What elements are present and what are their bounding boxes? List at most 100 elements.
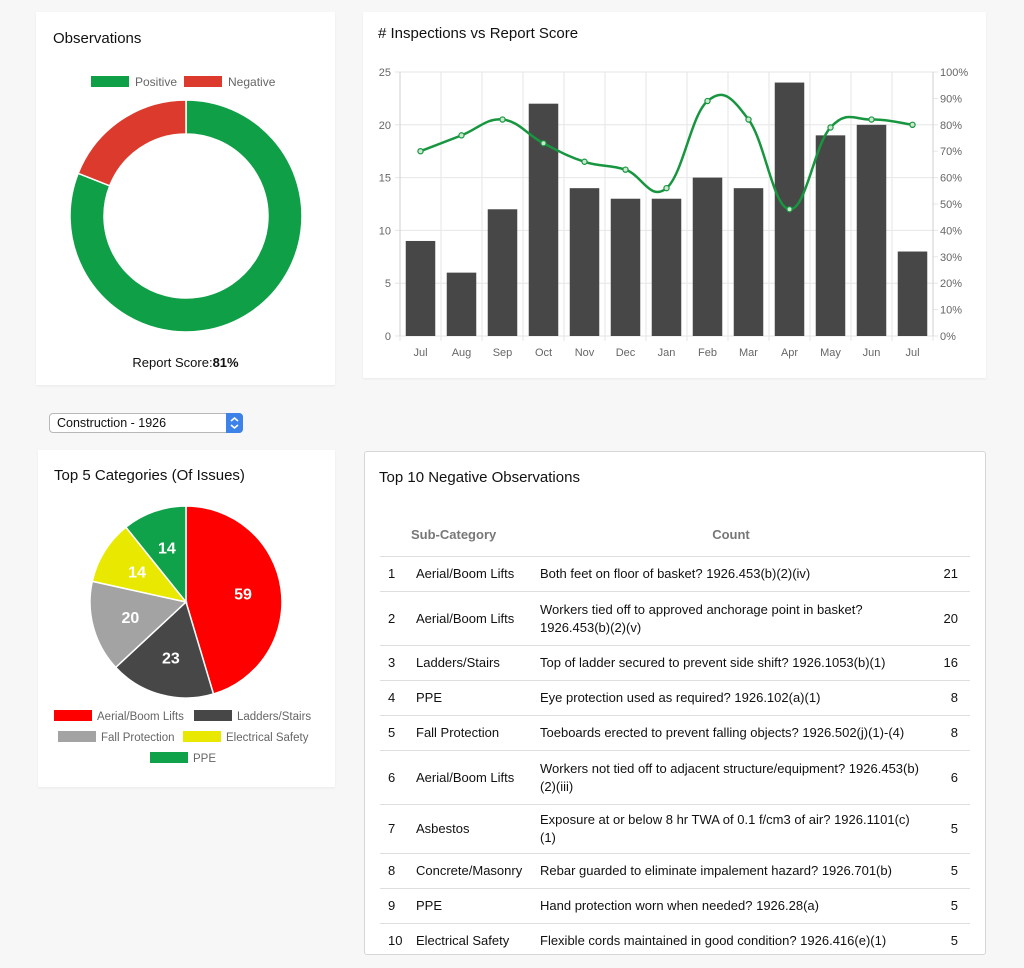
report-score-point[interactable]	[458, 132, 465, 139]
pie-slice-value-label: 23	[162, 651, 180, 668]
x-axis-tick-label: Sep	[493, 347, 513, 359]
top-categories-panel: Top 5 Categories (Of Issues) 59 23 20 14 14 A…	[38, 450, 335, 787]
x-axis-tick-label: Jan	[658, 347, 676, 359]
row-count: 8	[928, 680, 970, 716]
report-score-point[interactable]	[827, 124, 834, 131]
row-count: 6	[928, 750, 970, 805]
row-count: 20	[928, 591, 970, 646]
report-score-point[interactable]	[868, 116, 875, 123]
svg-text:Aerial/Boom Lifts: Aerial/Boom Lifts	[97, 711, 184, 723]
pie-slice-value-label: 14	[128, 565, 146, 582]
inspections-bar[interactable]	[446, 272, 477, 336]
inspections-bar[interactable]	[651, 198, 682, 336]
row-sub-category: Ladders/Stairs	[410, 645, 534, 681]
pie-slice[interactable]	[89, 580, 188, 669]
y-axis-tick-label: 5	[385, 278, 391, 290]
report-score-point[interactable]	[540, 140, 547, 147]
y2-axis-tick-label: 90%	[940, 93, 962, 105]
inspections-bar[interactable]	[856, 124, 887, 336]
row-index: 8	[380, 853, 410, 889]
pie-legend-item[interactable]: Electrical Safety	[183, 731, 309, 744]
x-axis-tick-label: Jul	[905, 347, 919, 359]
negatives-table: Sub-Category Count 1 Aerial/Boom Lifts Bot…	[380, 512, 970, 958]
row-description: Toeboards erected to prevent falling obj…	[534, 715, 928, 751]
table-row[interactable]: 7 Asbestos Exposure at or below 8 hr TWA o…	[380, 804, 970, 854]
row-description: Rebar guarded to eliminate impalement ha…	[534, 853, 928, 889]
report-score-point[interactable]	[745, 116, 752, 123]
legend-item-positive[interactable]: Positive	[91, 75, 177, 89]
svg-text:Positive: Positive	[135, 75, 177, 89]
row-index: 9	[380, 888, 410, 924]
row-count: 5	[928, 804, 970, 854]
row-count: 8	[928, 715, 970, 751]
row-sub-category: PPE	[410, 680, 534, 716]
pie-legend-item[interactable]: Ladders/Stairs	[194, 710, 311, 723]
pie-slice[interactable]	[185, 505, 283, 695]
row-sub-category: Fall Protection	[410, 715, 534, 751]
row-index: 2	[380, 591, 410, 646]
report-score-point[interactable]	[581, 158, 588, 165]
svg-text:Electrical Safety: Electrical Safety	[226, 732, 309, 744]
select-arrows-icon[interactable]	[226, 413, 243, 433]
inspections-bar[interactable]	[610, 198, 641, 336]
y-axis-tick-label: 25	[379, 67, 391, 79]
inspections-bar[interactable]	[692, 177, 723, 336]
report-score-point[interactable]	[622, 166, 629, 173]
report-score-point[interactable]	[704, 97, 711, 105]
row-description: Eye protection used as required? 1926.10…	[534, 680, 928, 716]
report-score-point[interactable]	[786, 206, 793, 213]
pie-slice-value-label: 20	[122, 610, 140, 627]
report-score-line	[420, 93, 913, 211]
legend-item-negative[interactable]: Negative	[184, 75, 276, 89]
report-score-point[interactable]	[417, 147, 424, 155]
pie-legend-item[interactable]: PPE	[150, 752, 216, 765]
header-sub-category[interactable]: Sub-Category	[410, 512, 534, 557]
y2-axis-tick-label: 70%	[940, 146, 962, 158]
header-count[interactable]: Count	[534, 512, 928, 557]
inspections-bar[interactable]	[897, 251, 928, 336]
y-axis-tick-label: 20	[379, 120, 391, 132]
inspections-bar[interactable]	[528, 103, 559, 337]
table-row[interactable]: 3 Ladders/Stairs Top of ladder secured to …	[380, 645, 970, 681]
row-index: 5	[380, 715, 410, 751]
report-score-point[interactable]	[663, 184, 670, 192]
observations-panel: Observations Positive Negative Report Sco…	[36, 12, 335, 385]
table-row[interactable]: 9 PPE Hand protection worn when needed? 19…	[380, 888, 970, 924]
y2-axis-tick-label: 80%	[940, 120, 962, 132]
row-description: Workers tied off to approved anchorage p…	[534, 591, 928, 646]
table-row[interactable]: 2 Aerial/Boom Lifts Workers tied off to ap…	[380, 591, 970, 646]
row-index: 10	[380, 923, 410, 958]
y2-axis-tick-label: 40%	[940, 225, 962, 237]
inspections-bar[interactable]	[405, 240, 436, 336]
report-score-label: Report Score:	[132, 355, 213, 370]
table-row[interactable]: 4 PPE Eye protection used as required? 192…	[380, 680, 970, 716]
table-row[interactable]: 1 Aerial/Boom Lifts Both feet on floor of …	[380, 556, 970, 592]
top-categories-title: Top 5 Categories (Of Issues)	[54, 467, 245, 484]
pie-slice-value-label: 14	[158, 541, 176, 558]
table-row[interactable]: 10 Electrical Safety Flexible cords mainta…	[380, 923, 970, 958]
inspections-bar[interactable]	[815, 135, 846, 336]
report-score-point[interactable]	[909, 121, 916, 129]
table-row[interactable]: 6 Aerial/Boom Lifts Workers not tied off t…	[380, 750, 970, 805]
pie-legend-item[interactable]: Aerial/Boom Lifts	[54, 710, 184, 723]
inspections-bar[interactable]	[569, 188, 600, 336]
row-count: 5	[928, 888, 970, 924]
standard-select[interactable]: Construction - 1926	[49, 413, 243, 433]
report-score-point[interactable]	[499, 116, 506, 123]
pie-slice[interactable]	[114, 600, 215, 699]
x-axis-tick-label: Feb	[698, 347, 717, 359]
top-categories-pie-chart: 59 23 20 14 14 Aerial/Boom Lifts Ladders/Stair…	[54, 505, 311, 765]
row-sub-category: Aerial/Boom Lifts	[410, 591, 534, 646]
y-axis-tick-label: 15	[379, 173, 391, 185]
inspections-bar[interactable]	[487, 209, 518, 336]
pie-legend-item[interactable]: Fall Protection	[58, 731, 175, 744]
row-count: 5	[928, 853, 970, 889]
doughnut-slice-negative[interactable]	[77, 99, 187, 187]
table-row[interactable]: 5 Fall Protection Toeboards erected to pre…	[380, 715, 970, 751]
x-axis-tick-label: Dec	[616, 347, 636, 359]
top-negative-observations-panel: Top 10 Negative Observations Sub-Categor…	[364, 451, 986, 958]
inspections-bar[interactable]	[733, 188, 764, 336]
pie-slice[interactable]	[124, 505, 187, 605]
table-row[interactable]: 8 Concrete/Masonry Rebar guarded to elimin…	[380, 853, 970, 889]
doughnut-slice-positive[interactable]	[69, 99, 303, 333]
